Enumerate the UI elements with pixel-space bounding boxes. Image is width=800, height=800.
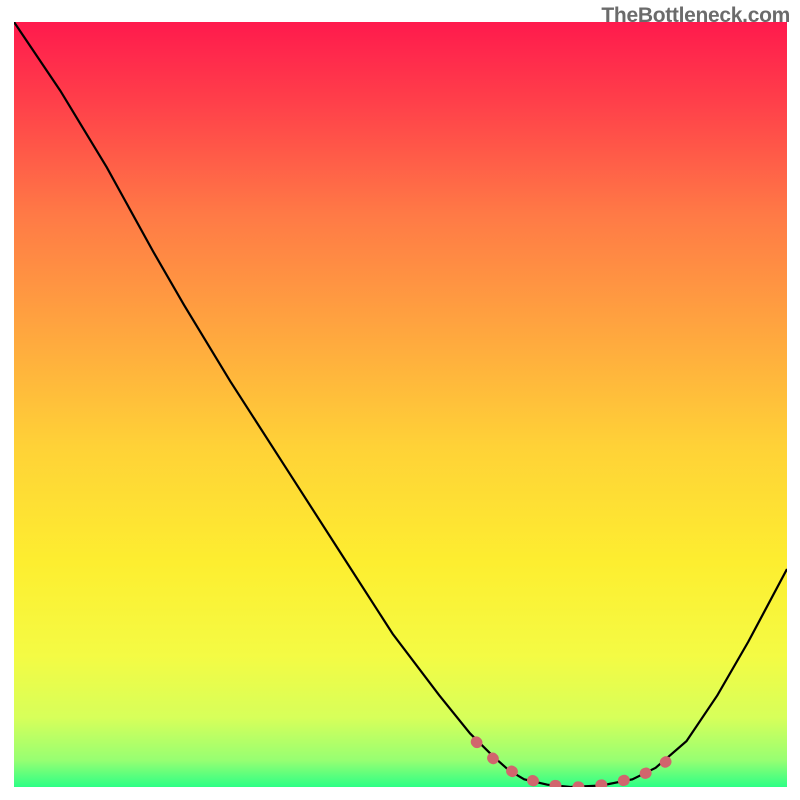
curve-layer xyxy=(14,22,787,787)
plot-area xyxy=(14,22,787,787)
chart-container: TheBottleneck.com xyxy=(0,0,800,800)
accent-band xyxy=(476,742,674,787)
bottleneck-curve xyxy=(14,22,787,787)
